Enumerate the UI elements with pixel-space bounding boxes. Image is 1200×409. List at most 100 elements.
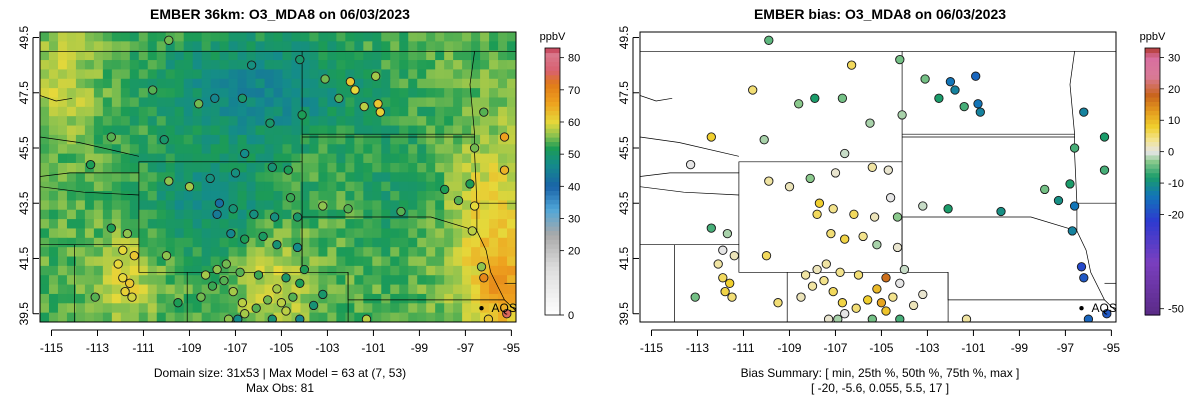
model-domain-caption: Domain size: 31x53 | Max Model = 63 at (… — [153, 366, 407, 380]
bias-marker — [892, 212, 903, 222]
heatmap-cell — [273, 69, 284, 80]
heatmap-cell — [75, 106, 86, 117]
heatmap-cell — [84, 303, 95, 314]
heatmap-cell — [147, 78, 158, 89]
observation-marker — [164, 176, 174, 186]
heatmap-cell — [318, 172, 328, 183]
heatmap-cell — [336, 153, 346, 164]
heatmap-cell — [327, 134, 337, 145]
heatmap-cell — [66, 181, 77, 192]
heatmap-cell — [40, 303, 50, 314]
heatmap-cell — [201, 144, 212, 155]
bias-marker — [784, 182, 795, 192]
heatmap-cell — [219, 191, 230, 201]
heatmap-cell — [489, 247, 499, 258]
heatmap-cell — [435, 32, 445, 42]
heatmap-cell — [417, 303, 427, 314]
heatmap-cell — [237, 153, 248, 164]
heatmap-cell — [40, 125, 50, 136]
colorbar-tick-label: 0 — [1168, 147, 1174, 159]
heatmap-cell — [345, 237, 355, 248]
heatmap-cell — [66, 88, 77, 99]
heatmap-cell — [102, 256, 113, 267]
bias-marker — [971, 71, 981, 81]
heatmap-cell — [345, 181, 355, 192]
heatmap-cell — [354, 78, 364, 89]
heatmap-cell — [102, 191, 113, 201]
colorbar-segment — [1145, 159, 1160, 165]
colorbar-segment — [545, 261, 560, 267]
heatmap-cell — [435, 60, 445, 71]
heatmap-cell — [183, 116, 194, 127]
heatmap-cell — [210, 191, 221, 201]
heatmap-cell — [372, 228, 382, 239]
heatmap-cell — [156, 106, 167, 117]
colorbar-segment — [1145, 288, 1160, 294]
heatmap-cell — [327, 97, 337, 108]
heatmap-cell — [57, 69, 68, 80]
heatmap-cell — [264, 275, 275, 286]
heatmap-cell — [93, 237, 104, 248]
heatmap-cell — [363, 106, 373, 117]
heatmap-cell — [444, 144, 454, 155]
heatmap-cell — [498, 181, 508, 192]
heatmap-cell — [453, 312, 463, 322]
heatmap-cell — [201, 275, 212, 286]
colorbar-frame — [1144, 47, 1161, 316]
heatmap-cell — [111, 284, 122, 295]
bias-marker — [869, 212, 880, 222]
heatmap-cell — [40, 153, 50, 164]
heatmap-cell — [408, 60, 418, 71]
heatmap-cell — [246, 191, 257, 201]
heatmap-cell — [228, 69, 239, 80]
heatmap-cell — [336, 106, 346, 117]
heatmap-cell — [363, 265, 373, 276]
heatmap-cell — [291, 275, 302, 286]
heatmap-cell — [273, 78, 284, 89]
heatmap-cell — [489, 209, 499, 220]
heatmap-cell — [363, 60, 373, 71]
heatmap-cell — [480, 116, 490, 127]
heatmap-cell — [381, 69, 391, 80]
heatmap-cell — [408, 134, 418, 145]
colorbar-segment — [1145, 128, 1160, 134]
heatmap-cell — [138, 209, 149, 220]
heatmap-cell — [471, 69, 481, 80]
heatmap-cell — [57, 237, 68, 248]
heatmap-cell — [219, 144, 230, 155]
heatmap-cell — [102, 181, 113, 192]
heatmap-cell — [498, 116, 508, 127]
heatmap-cell — [363, 32, 373, 42]
heatmap-cell — [129, 219, 140, 230]
heatmap-cell — [453, 153, 463, 164]
heatmap-cell — [381, 78, 391, 89]
heatmap-cell — [453, 32, 463, 42]
heatmap-cell — [156, 32, 167, 42]
heatmap-cell — [453, 162, 463, 173]
heatmap-cell — [336, 181, 346, 192]
observation-marker — [212, 209, 222, 219]
heatmap-cell — [318, 134, 328, 145]
heatmap-cell — [327, 181, 337, 192]
heatmap-cell — [228, 125, 239, 136]
colorbar-segment — [1145, 119, 1160, 125]
heatmap-cell — [282, 181, 293, 192]
observation-marker — [200, 270, 211, 280]
heatmap-cell — [462, 144, 472, 155]
heatmap-cell — [471, 256, 481, 267]
heatmap-cell — [246, 125, 257, 136]
heatmap-cell — [372, 41, 382, 52]
colorbar-frame — [544, 47, 561, 316]
heatmap-cell — [66, 172, 77, 183]
colorbar-segment — [545, 48, 560, 54]
heatmap-cell — [273, 303, 284, 314]
heatmap-cell — [129, 162, 140, 173]
heatmap-cell — [408, 32, 418, 42]
bias-panel: EMBER bias: O3_MDA8 on 06/03/2023 AQS -11… — [600, 0, 1200, 409]
colorbar-segment — [1145, 239, 1160, 245]
observation-marker — [127, 292, 137, 302]
heatmap-cell — [228, 60, 239, 71]
heatmap-cell — [426, 237, 436, 248]
heatmap-cell — [201, 219, 212, 230]
heatmap-cell — [291, 256, 302, 267]
